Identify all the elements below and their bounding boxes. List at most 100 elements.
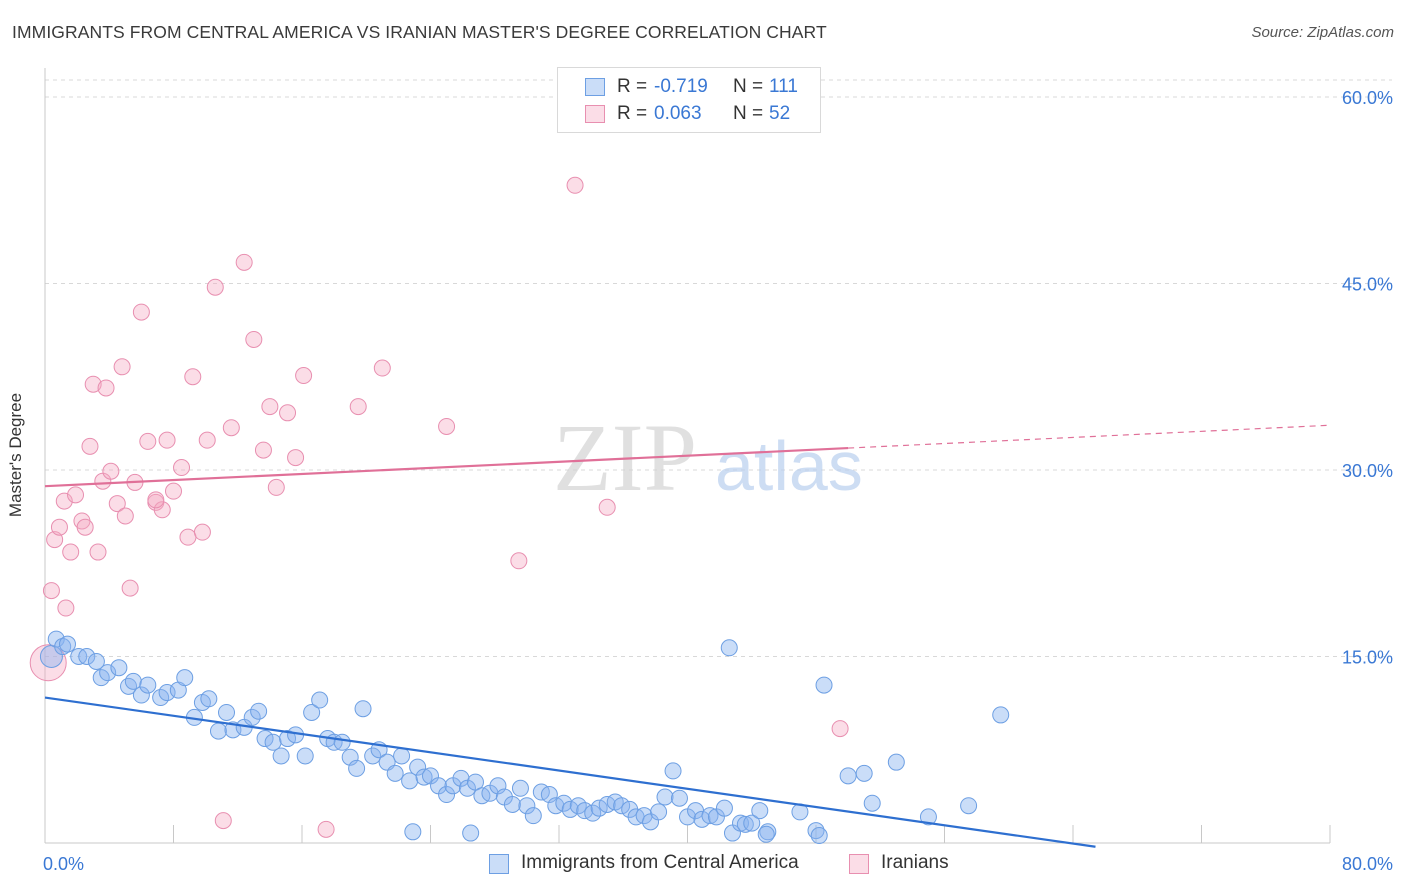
data-point — [693, 810, 711, 828]
legend-label: Iranians — [881, 852, 949, 873]
stats-n-label: N = — [733, 76, 764, 97]
data-point — [656, 788, 674, 806]
data-point — [736, 815, 754, 833]
data-point — [132, 686, 150, 704]
data-point — [200, 690, 218, 708]
data-point — [566, 176, 584, 194]
data-point — [121, 579, 139, 597]
trend-line-central-america — [44, 696, 1096, 848]
data-point — [110, 659, 128, 677]
data-point — [279, 730, 297, 748]
data-point — [139, 432, 157, 450]
data-point — [590, 799, 608, 817]
data-point — [839, 767, 857, 785]
series-iranians — [29, 176, 849, 838]
data-point — [720, 639, 738, 657]
data-point — [992, 706, 1010, 724]
data-point — [409, 758, 427, 776]
data-point — [235, 253, 253, 271]
data-point — [139, 676, 157, 694]
data-point — [701, 807, 719, 825]
data-point — [158, 431, 176, 449]
data-point — [81, 437, 99, 455]
data-point — [179, 528, 197, 546]
data-point — [147, 491, 165, 509]
axes — [44, 68, 1331, 844]
data-point — [42, 582, 60, 600]
x-tick-label: 0.0% — [43, 854, 84, 874]
x-tick-label: 80.0% — [1342, 854, 1393, 874]
data-point — [184, 368, 202, 386]
data-point — [198, 431, 216, 449]
data-point — [887, 753, 905, 771]
data-point — [919, 808, 937, 826]
legend-swatch-pink — [849, 854, 869, 874]
data-point — [743, 814, 761, 832]
stats-row-pink: R = 0.063 N = 52 — [558, 101, 820, 129]
data-point — [158, 684, 176, 702]
data-point — [124, 672, 142, 690]
data-point — [518, 797, 536, 815]
data-point — [99, 664, 117, 682]
data-point — [462, 824, 480, 842]
data-point — [960, 797, 978, 815]
y-axis-label: Master's Degree — [6, 392, 25, 518]
data-point — [78, 648, 96, 665]
data-point — [561, 800, 579, 818]
data-point — [807, 822, 825, 840]
tick-labels: 15.0% 30.0% 45.0% 60.0% 0.0% 80.0% — [43, 88, 1393, 874]
stats-n-value: 52 — [769, 103, 791, 124]
data-point — [116, 507, 134, 525]
data-point — [831, 720, 849, 738]
data-point — [102, 462, 120, 480]
data-point — [256, 730, 274, 748]
data-point — [108, 495, 126, 513]
data-point — [113, 358, 131, 376]
data-point — [264, 733, 282, 751]
stats-r-value: 0.063 — [654, 103, 702, 124]
data-point — [303, 703, 321, 721]
data-point — [87, 652, 105, 670]
y-tick-label: 60.0% — [1342, 88, 1393, 108]
stats-r-label: R = — [617, 76, 648, 97]
data-point — [206, 278, 224, 296]
watermark: ZIP atlas — [553, 404, 863, 511]
data-point — [650, 803, 668, 821]
data-point — [524, 807, 542, 825]
data-point — [333, 733, 351, 751]
data-point — [214, 812, 232, 830]
data-point — [120, 677, 138, 695]
data-point — [176, 669, 194, 687]
trend-line-iranians — [44, 446, 849, 488]
data-point — [173, 459, 191, 477]
data-point — [50, 518, 68, 536]
data-point — [757, 825, 775, 843]
data-point — [511, 779, 529, 797]
data-point — [84, 375, 102, 393]
data-point — [261, 398, 279, 416]
y-tick-label: 15.0% — [1342, 648, 1393, 668]
data-point — [209, 722, 227, 740]
trend-line-iranians-extension — [848, 424, 1331, 449]
data-point — [279, 404, 297, 422]
data-point — [349, 398, 367, 416]
data-point — [132, 303, 150, 321]
data-point — [317, 820, 335, 838]
data-point — [751, 802, 769, 820]
legend-swatch-blue — [489, 854, 509, 874]
grid-lines — [45, 79, 1392, 657]
data-point — [354, 700, 372, 718]
data-point — [58, 635, 76, 653]
data-point — [287, 449, 305, 467]
data-point — [57, 599, 75, 617]
data-point — [165, 482, 182, 500]
data-point — [267, 478, 285, 496]
data-point — [193, 523, 211, 541]
stats-swatch-pink — [585, 105, 605, 123]
legend-label: Immigrants from Central America — [521, 852, 799, 873]
source-label: Source: ZipAtlas.com — [1251, 24, 1394, 41]
stats-swatch-blue — [585, 78, 605, 96]
data-point — [855, 764, 873, 782]
data-point — [62, 543, 80, 561]
series-central-america — [39, 630, 1010, 845]
